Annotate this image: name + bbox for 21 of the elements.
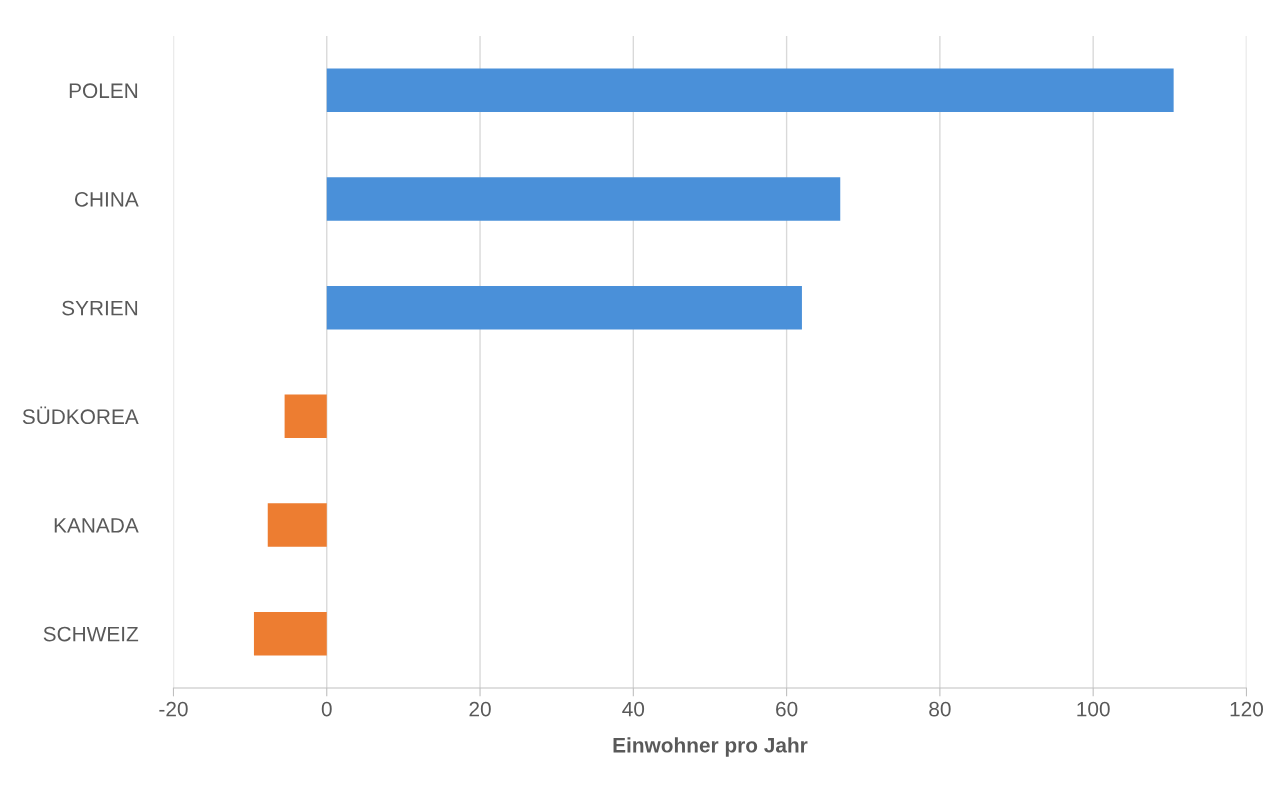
x-tick-label: 40 bbox=[622, 701, 645, 717]
x-tick-label: 120 bbox=[1230, 701, 1264, 717]
x-tick-label: 0 bbox=[321, 701, 332, 717]
x-tick-label: 20 bbox=[469, 701, 491, 717]
x-axis-title: Einwohner pro Jahr bbox=[613, 737, 808, 757]
y-tick-label: SCHWEIZ bbox=[43, 626, 139, 642]
y-tick-label: SÜDKOREA bbox=[22, 406, 139, 425]
x-tick-label: 60 bbox=[776, 701, 798, 717]
bar bbox=[253, 611, 327, 656]
x-tick-label: 80 bbox=[929, 701, 951, 717]
bar bbox=[326, 285, 802, 330]
bar bbox=[267, 503, 327, 547]
x-tick-label: 100 bbox=[1077, 701, 1110, 717]
y-tick-label: KANADA bbox=[54, 518, 139, 533]
bar bbox=[284, 394, 327, 439]
y-tick-label: CHINA bbox=[74, 192, 139, 207]
bar bbox=[326, 177, 841, 221]
y-tick-label: SYRIEN bbox=[62, 300, 138, 316]
bar bbox=[326, 68, 1174, 113]
x-tick-label: -20 bbox=[159, 701, 188, 717]
y-tick-label: POLEN bbox=[69, 83, 138, 99]
